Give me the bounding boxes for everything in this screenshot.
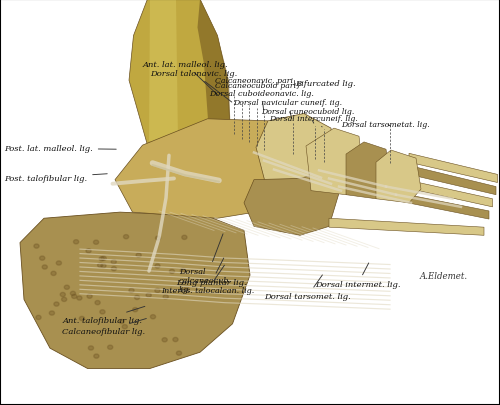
Text: Interos. talocalcan. lig.: Interos. talocalcan. lig. xyxy=(161,266,254,294)
Polygon shape xyxy=(329,219,484,236)
Circle shape xyxy=(74,240,78,244)
Polygon shape xyxy=(409,154,498,183)
Circle shape xyxy=(136,254,141,258)
Text: Dorsal intercuneif. lig.: Dorsal intercuneif. lig. xyxy=(269,114,358,128)
Text: Dorsal tarsomet. lig.: Dorsal tarsomet. lig. xyxy=(264,275,351,301)
Polygon shape xyxy=(306,129,364,195)
Circle shape xyxy=(51,272,56,276)
Circle shape xyxy=(122,325,128,329)
Circle shape xyxy=(80,317,84,321)
Polygon shape xyxy=(115,119,290,219)
Circle shape xyxy=(54,302,59,307)
Circle shape xyxy=(170,270,174,274)
Circle shape xyxy=(62,298,66,302)
Text: Ant. lat. malleol. lig.: Ant. lat. malleol. lig. xyxy=(142,61,228,96)
Circle shape xyxy=(108,345,113,350)
Circle shape xyxy=(40,256,45,260)
Circle shape xyxy=(182,236,187,240)
Text: Dorsal intermet. lig.: Dorsal intermet. lig. xyxy=(315,263,400,288)
Polygon shape xyxy=(400,179,492,207)
Circle shape xyxy=(180,269,186,273)
Circle shape xyxy=(134,296,140,300)
Circle shape xyxy=(77,296,82,301)
Polygon shape xyxy=(244,171,339,236)
Circle shape xyxy=(99,257,104,261)
Circle shape xyxy=(162,338,167,342)
Text: Long plantar lig.: Long plantar lig. xyxy=(176,258,246,287)
Text: A.Eldemet.: A.Eldemet. xyxy=(420,271,468,280)
Text: Post. talofibular lig.: Post. talofibular lig. xyxy=(4,174,107,182)
Circle shape xyxy=(129,289,134,293)
Circle shape xyxy=(163,295,168,299)
Circle shape xyxy=(156,237,160,241)
Circle shape xyxy=(36,315,41,320)
Circle shape xyxy=(124,235,128,239)
Circle shape xyxy=(88,346,94,350)
Circle shape xyxy=(173,338,178,342)
Circle shape xyxy=(94,241,98,245)
Text: Calcaneocuboid pari}: Calcaneocuboid pari} xyxy=(215,82,301,90)
Circle shape xyxy=(132,308,138,312)
Polygon shape xyxy=(376,151,421,203)
Polygon shape xyxy=(346,143,391,199)
Circle shape xyxy=(119,320,124,324)
Circle shape xyxy=(95,301,100,305)
Circle shape xyxy=(60,293,66,297)
Circle shape xyxy=(101,257,106,261)
Circle shape xyxy=(176,351,182,355)
Circle shape xyxy=(100,310,105,314)
Text: Calcaneofibular lig.: Calcaneofibular lig. xyxy=(62,319,146,335)
Circle shape xyxy=(87,294,92,298)
Polygon shape xyxy=(149,0,178,142)
Circle shape xyxy=(94,354,99,358)
Circle shape xyxy=(184,287,189,291)
Text: Dorsal talonavic. lig.: Dorsal talonavic. lig. xyxy=(150,70,238,103)
Text: Ant. talofibular lig.: Ant. talofibular lig. xyxy=(62,307,145,324)
Text: Calcaneonavic. pari: Calcaneonavic. pari xyxy=(215,77,293,85)
Circle shape xyxy=(150,315,156,319)
Polygon shape xyxy=(198,0,230,154)
Polygon shape xyxy=(388,191,489,220)
Circle shape xyxy=(70,292,76,296)
Circle shape xyxy=(64,286,70,290)
Circle shape xyxy=(50,311,54,315)
Text: Dorsal cuboideonavic. lig.: Dorsal cuboideonavic. lig. xyxy=(209,90,314,111)
Text: Dorsal cuneocuboid lig.: Dorsal cuneocuboid lig. xyxy=(261,108,354,124)
Circle shape xyxy=(155,289,160,293)
Polygon shape xyxy=(20,213,250,369)
Circle shape xyxy=(42,265,48,269)
Circle shape xyxy=(155,264,160,269)
Text: Bifurcated lig.: Bifurcated lig. xyxy=(295,80,356,88)
Text: Dorsal
calcaneocub.
lig.: Dorsal calcaneocub. lig. xyxy=(179,234,232,294)
Text: Dorsal navicular cuneif. iig.: Dorsal navicular cuneif. iig. xyxy=(233,99,342,119)
Circle shape xyxy=(112,267,116,271)
Polygon shape xyxy=(256,114,334,190)
Polygon shape xyxy=(409,166,496,195)
Text: Dorsal tarsometat. lig.: Dorsal tarsometat. lig. xyxy=(341,120,430,128)
Polygon shape xyxy=(129,0,230,154)
Text: Post. lat. malleol. lig.: Post. lat. malleol. lig. xyxy=(4,145,116,153)
Circle shape xyxy=(72,294,77,299)
Circle shape xyxy=(34,244,39,249)
Circle shape xyxy=(86,249,91,253)
Circle shape xyxy=(146,293,152,298)
Circle shape xyxy=(56,261,62,265)
Circle shape xyxy=(111,260,116,264)
Circle shape xyxy=(101,264,106,268)
Circle shape xyxy=(98,264,102,268)
